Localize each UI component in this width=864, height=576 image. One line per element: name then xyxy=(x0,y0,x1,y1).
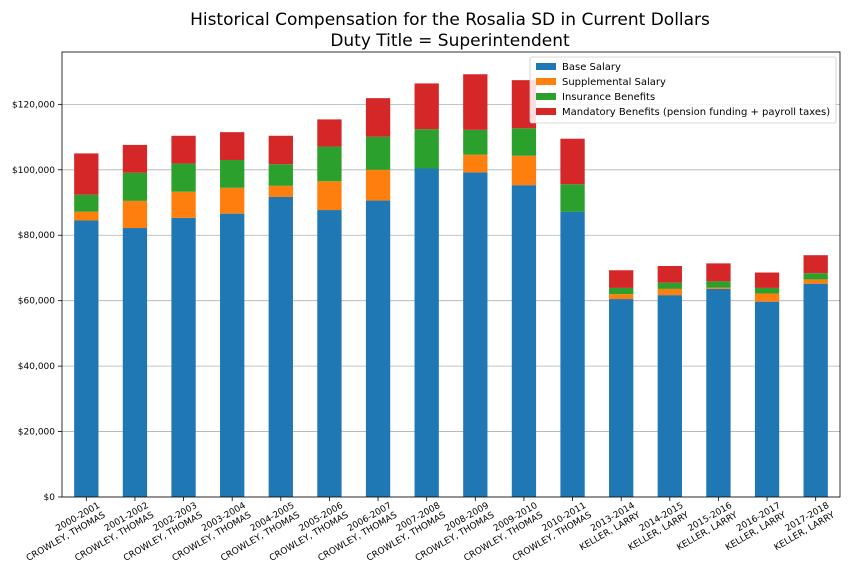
bar-segment xyxy=(365,169,391,201)
bar-segment xyxy=(511,128,537,156)
bar-segment xyxy=(122,200,148,229)
bar-segment xyxy=(414,83,439,130)
legend-label: Mandatory Benefits (pension funding + pa… xyxy=(562,107,830,118)
bar-segment xyxy=(754,301,780,497)
bar-segment xyxy=(268,164,293,186)
bar-segment xyxy=(609,294,634,300)
y-tick-label: $60,000 xyxy=(18,297,55,307)
chart-subtitle: Duty Title = Superintendent xyxy=(330,31,570,51)
bar-segment xyxy=(171,163,196,192)
bar-segment xyxy=(803,283,828,497)
legend: Base Salary Supplemental Salary Insurance … xyxy=(529,56,837,124)
bar-segment xyxy=(74,153,99,195)
bar-segment xyxy=(803,279,828,284)
bar-segment xyxy=(803,273,828,280)
bar-segment xyxy=(317,146,342,182)
bar-segment xyxy=(414,168,439,497)
bar-segment xyxy=(511,185,537,497)
bar-segment xyxy=(171,191,196,218)
bar-segment xyxy=(657,295,682,497)
bar-segment xyxy=(706,281,731,288)
bar-segment xyxy=(365,200,391,498)
bar-segment xyxy=(463,129,488,155)
y-tick-label: $120,000 xyxy=(12,100,55,110)
bar-segment xyxy=(171,217,196,498)
y-axis-ticks: $0 $20,000 $40,000 $60,000 $80,000 $100,000 $1… xyxy=(12,100,62,503)
bar-segment xyxy=(560,211,585,498)
bar-segment xyxy=(657,288,682,296)
bar-segment xyxy=(803,255,828,274)
bar-segment xyxy=(74,194,99,212)
bar-segment xyxy=(560,184,585,212)
bar-segment xyxy=(74,220,99,497)
legend-label: Insurance Benefits xyxy=(562,92,655,103)
y-tick-label: $40,000 xyxy=(18,362,55,372)
bar-segment xyxy=(463,74,488,130)
bar-segment xyxy=(754,272,780,288)
bar-segment xyxy=(754,287,780,294)
legend-swatch xyxy=(536,108,556,115)
y-tick-label: $80,000 xyxy=(18,231,55,241)
bar-segment xyxy=(220,132,245,160)
bar-segment xyxy=(511,155,537,186)
bar-segment xyxy=(706,288,731,497)
bar-segment xyxy=(220,187,245,214)
bar-segment xyxy=(171,135,196,164)
bar-segment xyxy=(122,228,148,498)
legend-label: Base Salary xyxy=(562,62,621,73)
bar-segment xyxy=(657,282,682,289)
legend-swatch xyxy=(536,93,556,100)
bar-segment xyxy=(609,299,634,497)
legend-label: Supplemental Salary xyxy=(562,77,666,88)
y-tick-label: $100,000 xyxy=(12,166,55,176)
bar-segment xyxy=(414,129,439,169)
bar-segment xyxy=(74,211,99,221)
chart-title: Historical Compensation for the Rosalia … xyxy=(190,10,710,30)
legend-box xyxy=(529,56,837,124)
bar-segment xyxy=(754,293,780,302)
bar-segment xyxy=(609,287,634,295)
y-tick-label: $20,000 xyxy=(18,428,55,438)
bar-segment xyxy=(122,172,148,201)
bar-segment xyxy=(317,210,342,497)
legend-swatch xyxy=(536,63,556,70)
legend-swatch xyxy=(536,78,556,85)
bar-segment xyxy=(220,159,245,188)
bar-segment xyxy=(268,135,293,165)
bar-segment xyxy=(560,138,585,185)
bar-segment xyxy=(657,265,682,283)
y-tick-label: $0 xyxy=(44,493,56,503)
bar-segment xyxy=(365,136,391,170)
axes xyxy=(61,51,841,498)
bar-segment xyxy=(706,263,731,282)
bar-segment xyxy=(365,98,391,137)
bar-segment xyxy=(268,196,293,497)
bar-segment xyxy=(122,144,148,173)
bar-segment xyxy=(609,270,634,288)
bar-segment xyxy=(463,172,488,498)
bar-segment xyxy=(463,154,488,173)
bar-segment xyxy=(268,185,293,197)
bar-segment xyxy=(317,119,342,147)
plot-frame xyxy=(61,51,841,498)
bars xyxy=(74,74,828,498)
bar-segment xyxy=(220,213,245,497)
bar-segment xyxy=(317,181,342,211)
bar-segment xyxy=(706,287,731,289)
